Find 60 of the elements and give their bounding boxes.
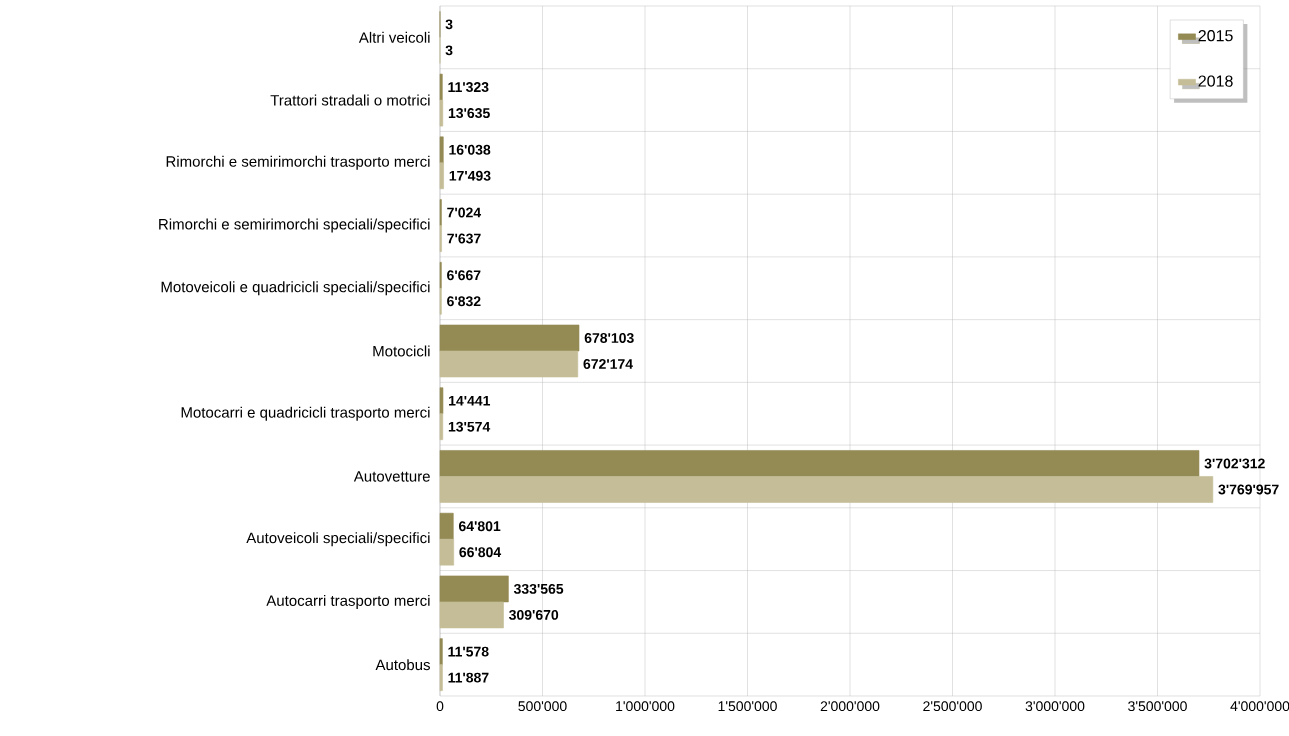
y-tick-label: Autoveicoli speciali/specifici: [246, 532, 430, 547]
x-tick-label: 2'000'000: [820, 701, 880, 712]
legend-label: 2018: [1198, 75, 1233, 87]
y-tick-label: Altri veicoli: [358, 31, 430, 43]
x-tick-label: 4'000'000: [1230, 701, 1289, 712]
data-label: 309'670: [509, 609, 559, 620]
y-tick-label: Autobus: [375, 659, 430, 671]
bar: [439, 450, 1200, 477]
data-label: 6'667: [447, 270, 481, 281]
x-tick-label: 3'500'000: [1128, 701, 1187, 712]
bar: [439, 73, 443, 101]
data-label: 14'441: [449, 395, 491, 406]
data-label: 3'702'312: [1204, 458, 1265, 469]
data-label: 7'024: [447, 207, 482, 218]
y-tick-label: Trattori stradali o motrici: [270, 94, 430, 106]
data-label: 7'637: [447, 233, 481, 244]
data-label: 11'887: [448, 672, 489, 683]
data-label: 11'323: [448, 82, 489, 93]
y-tick-label: Rimorchi e semirimorchi trasporto merci: [166, 155, 430, 170]
bar: [439, 664, 443, 691]
data-label: 3: [445, 45, 453, 56]
y-tick-label: Motoveicoli e quadricicli speciali/specifici: [161, 281, 430, 296]
data-label: 13'574: [448, 421, 491, 432]
y-tick-label: Motocarri e quadricicli trasporto merci: [181, 406, 430, 421]
data-label: 17'493: [449, 170, 491, 181]
data-label: 13'635: [448, 108, 490, 119]
x-tick-label: 1'000'000: [616, 701, 675, 712]
data-label: 672'174: [583, 359, 633, 369]
data-label: 11'578: [448, 646, 489, 657]
y-tick-label: Autovetture: [353, 471, 430, 482]
bar: [439, 512, 454, 540]
bar: [439, 387, 444, 415]
x-tick-label: 1'500'000: [718, 701, 777, 712]
data-label: 3: [445, 19, 453, 30]
data-label: 6'832: [447, 296, 481, 307]
data-label: 16'038: [449, 144, 491, 155]
legend-label: 2015: [1198, 30, 1233, 42]
bar: [439, 601, 504, 629]
bar: [439, 350, 579, 378]
bar: [439, 413, 444, 441]
data-label: 64'801: [459, 521, 501, 532]
bar: [439, 538, 454, 566]
x-tick-label: 3'000'000: [1025, 701, 1085, 712]
data-label: 333'565: [513, 583, 564, 594]
y-tick-label: Rimorchi e semirimorchi speciali/specifici: [159, 218, 430, 233]
y-tick-label: Motocicli: [373, 345, 430, 357]
x-tick-label: 2'500'000: [923, 701, 982, 712]
data-label: 678'103: [584, 333, 634, 343]
bar: [439, 575, 509, 603]
data-label: 66'804: [459, 547, 502, 558]
bar: [439, 99, 444, 127]
y-tick-label: Autocarri trasporto merci: [266, 594, 430, 609]
bar: [439, 476, 1214, 503]
bar: [439, 638, 443, 665]
bar: [439, 162, 444, 190]
x-tick-label: 500'000: [518, 701, 567, 712]
x-tick-label: 0: [436, 701, 444, 712]
bar: [439, 324, 580, 352]
bar: [439, 136, 444, 164]
data-label: 3'769'957: [1218, 484, 1279, 495]
